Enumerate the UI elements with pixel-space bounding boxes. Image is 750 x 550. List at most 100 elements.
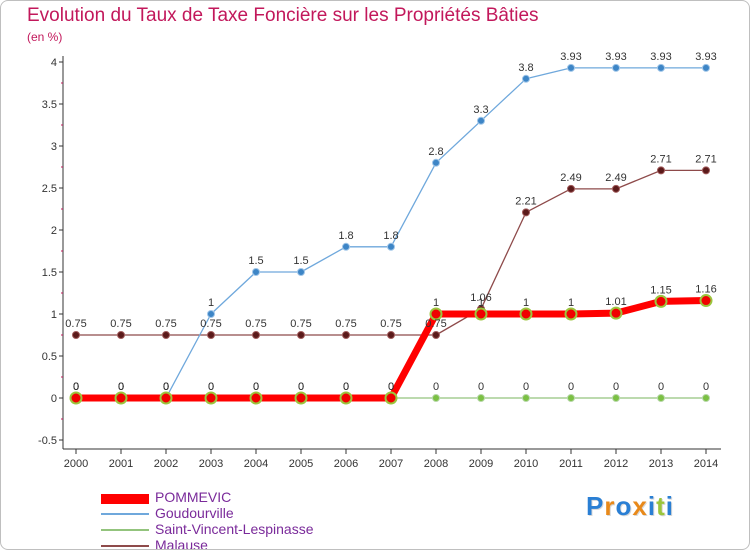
x-tick-label: 2007	[379, 458, 403, 470]
data-label-goudourville: 3.93	[560, 51, 581, 63]
x-tick-label: 2008	[424, 458, 448, 470]
marker-goudourville	[702, 63, 710, 72]
marker-malause	[387, 331, 395, 339]
marker-goudourville	[657, 63, 665, 72]
logo-letter: o	[615, 491, 633, 521]
x-tick-label: 2013	[649, 458, 673, 470]
y-tick-label: 0	[51, 393, 57, 405]
x-tick-label: 2002	[154, 458, 178, 470]
data-label-goudourville: 3.93	[650, 51, 671, 63]
data-label-saint-vincent-lespinasse: 0	[208, 381, 214, 393]
data-label-pommevic: 1.15	[650, 284, 671, 296]
marker-pommevic	[654, 294, 668, 308]
data-label-saint-vincent-lespinasse: 0	[568, 381, 574, 393]
data-label-goudourville: 0	[163, 381, 169, 393]
logo-letter: t	[656, 491, 666, 521]
marker-malause	[612, 184, 620, 193]
data-label-malause: 0.75	[65, 318, 86, 330]
marker-goudourville	[567, 63, 575, 72]
marker-malause	[702, 166, 710, 175]
marker-pommevic	[564, 307, 578, 321]
data-label-saint-vincent-lespinasse: 0	[613, 381, 619, 393]
data-label-goudourville: 3.3	[473, 104, 488, 116]
data-label-malause: 0.75	[425, 318, 446, 330]
data-label-pommevic: 1	[478, 297, 484, 309]
data-label-pommevic: 1.16	[695, 284, 716, 296]
data-label-goudourville: 1.8	[383, 230, 398, 242]
marker-goudourville	[477, 116, 485, 125]
legend-label-pommevic: POMMEVIC	[155, 489, 232, 505]
data-label-pommevic: 0	[73, 381, 79, 393]
legend-label-saint-vincent-lespinasse: Saint-Vincent-Lespinasse	[155, 521, 314, 537]
data-label-goudourville: 3.93	[695, 51, 716, 63]
data-label-goudourville: 1	[208, 297, 214, 309]
y-tick-label: 2	[51, 225, 57, 237]
x-tick-label: 2012	[604, 458, 628, 470]
data-label-saint-vincent-lespinasse: 0	[343, 381, 349, 393]
data-label-goudourville: 3.93	[605, 51, 626, 63]
data-label-saint-vincent-lespinasse: 0	[523, 381, 529, 393]
marker-goudourville	[387, 242, 395, 251]
data-label-pommevic: 1.01	[605, 296, 626, 308]
logo-letter: i	[647, 491, 657, 521]
data-label-goudourville: 0	[118, 381, 124, 393]
axes: 4 3.5 3 2.5 2 1.5 1 0.5 0 -0.5 2000 2001 2002 2003 200…	[38, 56, 721, 470]
legend-label-malause: Malause	[155, 537, 208, 550]
marker-saint-vincent-lespinasse	[567, 394, 575, 402]
data-label-pommevic: 1	[568, 297, 574, 309]
data-label-malause: 0.75	[110, 318, 131, 330]
chart-title: Evolution du Taux de Taxe Foncière sur l…	[27, 5, 539, 26]
marker-goudourville	[612, 63, 620, 72]
marker-pommevic	[699, 294, 713, 308]
data-label-pommevic: 0	[343, 381, 349, 393]
marker-saint-vincent-lespinasse	[702, 394, 710, 402]
data-label-goudourville: 0	[73, 381, 79, 393]
data-label-malause: 0.75	[380, 318, 401, 330]
data-label-saint-vincent-lespinasse: 0	[703, 381, 709, 393]
data-label-saint-vincent-lespinasse: 0	[298, 381, 304, 393]
marker-malause	[522, 208, 530, 217]
marker-pommevic	[429, 307, 443, 321]
marker-malause	[207, 331, 215, 339]
logo-letter: x	[632, 491, 648, 521]
data-label-malause: 2.71	[695, 153, 716, 165]
data-label-malause: 0.75	[290, 318, 311, 330]
marker-malause	[72, 331, 80, 339]
marker-malause	[342, 331, 350, 339]
marker-goudourville	[297, 268, 305, 276]
x-tick-label: 2006	[334, 458, 358, 470]
y-tick-label: 1	[51, 309, 57, 321]
x-tick-label: 2000	[64, 458, 88, 470]
logo-letter: r	[604, 491, 616, 521]
y-tick-label: 2.5	[42, 183, 57, 195]
y-tick-label: 3	[51, 141, 57, 153]
data-label-goudourville: 3.8	[518, 62, 533, 74]
data-label-malause: 1.06	[470, 292, 491, 304]
data-label-pommevic: 0	[253, 381, 259, 393]
logo-letter: i	[665, 491, 674, 521]
data-label-saint-vincent-lespinasse: 0	[73, 381, 79, 393]
data-label-pommevic: 0	[118, 381, 124, 393]
marker-saint-vincent-lespinasse	[657, 394, 665, 402]
legend-swatch-saint-vincent-lespinasse	[101, 529, 149, 531]
marker-saint-vincent-lespinasse	[477, 394, 485, 402]
y-tick-label: 3.5	[42, 99, 57, 111]
data-label-goudourville: 2.8	[428, 146, 443, 158]
marker-saint-vincent-lespinasse	[432, 394, 440, 402]
data-labels: 0.75 0.75 0.75 0.75 0.75 0.75 0.75 0.75 0.75 1.06…	[65, 51, 716, 393]
marker-pommevic	[519, 307, 533, 321]
x-tick-label: 2001	[109, 458, 133, 470]
y-tick-label: 0.5	[42, 351, 57, 363]
marker-malause	[162, 331, 170, 339]
data-label-goudourville: 1.5	[248, 255, 263, 267]
data-label-pommevic: 1	[433, 297, 439, 309]
proxiti-logo: Proxiti	[586, 491, 674, 522]
legend-swatch-malause	[101, 545, 149, 547]
marker-pommevic	[204, 391, 218, 405]
x-tick-label: 2003	[199, 458, 223, 470]
data-label-saint-vincent-lespinasse: 0	[253, 381, 259, 393]
unit-label: (en %)	[27, 30, 63, 44]
marker-malause	[432, 331, 440, 339]
data-label-malause: 2.71	[650, 153, 671, 165]
